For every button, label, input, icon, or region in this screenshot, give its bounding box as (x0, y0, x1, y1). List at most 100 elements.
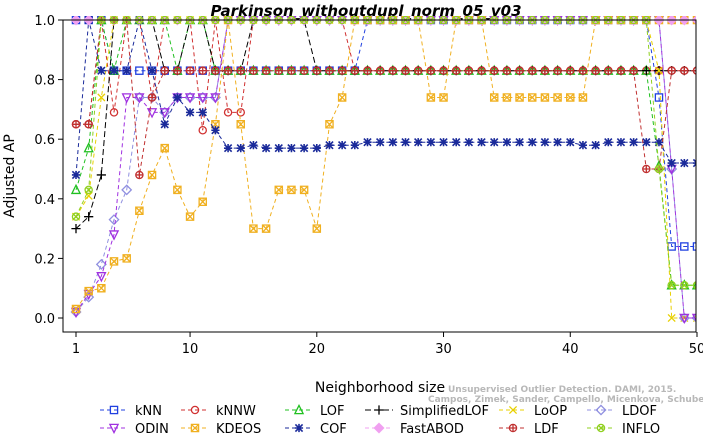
data-point-ldf (261, 66, 271, 75)
data-point-simplifiedlof (71, 224, 81, 234)
data-point-ldf (337, 66, 347, 75)
data-point-cof (287, 143, 296, 153)
y-tick-label: 0.0 (34, 312, 55, 327)
data-point-knnw (198, 126, 207, 135)
data-point-kdeos (299, 185, 309, 195)
data-point-ldf (71, 120, 81, 129)
data-point-odin (121, 93, 132, 104)
legend-entry-ldof: LDOF (587, 404, 657, 419)
series-ldf (71, 16, 696, 180)
data-point-cof (274, 143, 283, 153)
legend-label: COF (320, 422, 347, 434)
data-point-kdeos (160, 143, 169, 153)
legend-marker (293, 403, 305, 415)
data-point-odin (197, 93, 208, 104)
data-point-inflo (680, 280, 689, 290)
data-point-cof (261, 143, 271, 153)
data-point-cof (401, 138, 410, 147)
data-point-cof (426, 138, 436, 147)
data-point-lof (83, 142, 94, 153)
legend-entry-simplifiedlof: SimplifiedLOF (365, 404, 489, 419)
data-point-odin (96, 272, 107, 283)
data-point-cof (185, 108, 195, 117)
data-point-ldf (287, 66, 296, 75)
data-point-kdeos (147, 170, 157, 180)
data-point-ldof (95, 258, 107, 270)
data-point-cof (312, 143, 321, 153)
series-loop (71, 16, 696, 323)
data-point-kdeos (489, 93, 499, 102)
data-point-cof (211, 126, 220, 135)
data-point-ldf (312, 66, 322, 75)
data-point-cof (553, 138, 562, 147)
data-point-cof (173, 93, 182, 102)
data-point-cof (604, 138, 613, 147)
x-axis: 1 10 20 30 40 50 (72, 332, 703, 357)
data-point-simplifiedlof (84, 212, 94, 222)
data-point-cof (680, 158, 689, 168)
data-point-inflo (667, 280, 676, 290)
y-axis-label: Adjusted AP (2, 134, 18, 218)
data-point-kdeos (325, 120, 334, 129)
series-line-simplifiedlof (75, 19, 696, 229)
data-point-ldf (274, 66, 284, 75)
data-point-ldf (299, 66, 309, 75)
watermark-line-1: Unsupervised Outlier Detection. DAMI, 20… (448, 385, 676, 395)
series-line-lof (75, 19, 696, 286)
data-point-ldof (121, 184, 133, 196)
y-tick-label: 0.4 (34, 193, 55, 208)
data-point-odin (146, 108, 158, 119)
data-point-cof (249, 140, 258, 150)
data-point-ldf (540, 66, 550, 75)
data-point-cof (325, 140, 334, 150)
data-point-loop (84, 191, 93, 200)
chart-title: Parkinson_withoutdupl_norm_05_v03 (210, 2, 521, 20)
data-point-cof (147, 66, 157, 75)
data-point-knn (692, 242, 696, 251)
data-point-cof (414, 138, 423, 147)
data-point-ldf (591, 66, 600, 75)
data-point-odin (691, 313, 696, 323)
legend-label: LoOP (534, 404, 567, 419)
legend-entry-ldf: LDF (499, 422, 559, 434)
data-point-cof (654, 138, 664, 147)
legend-label: FastABOD (400, 422, 464, 434)
data-point-kdeos (122, 254, 131, 263)
legend: kNN kNNW LOF SimplifiedLOF LoOP LDOF ODIN KDEOS… (100, 403, 660, 434)
data-point-odin (108, 230, 120, 241)
data-point-odin (184, 93, 196, 104)
legend-label: KDEOS (216, 422, 261, 434)
data-point-kdeos (439, 93, 448, 102)
data-point-cof (452, 138, 461, 147)
data-point-kdeos (337, 93, 347, 102)
data-point-ldf (388, 66, 398, 75)
legend-label: LDOF (622, 404, 657, 419)
data-point-ldf (185, 66, 195, 75)
legend-marker (109, 405, 119, 415)
data-point-cof (616, 138, 626, 147)
data-point-knn (680, 242, 689, 251)
data-point-ldf (84, 120, 93, 129)
series-line-kdeos (75, 19, 696, 310)
series-line-knn (76, 19, 696, 247)
data-point-kdeos (173, 185, 182, 195)
data-point-ldf (198, 66, 207, 75)
data-point-ldf (439, 66, 448, 75)
legend-entry-inflo: INFLO (587, 422, 660, 434)
series-cof (71, 16, 696, 180)
y-tick-label: 1.0 (34, 14, 55, 29)
data-point-kdeos (236, 120, 246, 129)
data-point-ldf (464, 66, 474, 75)
legend-marker (373, 422, 385, 434)
legend-label: LOF (320, 404, 345, 419)
data-point-ldf (375, 66, 385, 75)
data-point-cof (97, 66, 106, 75)
legend-label: INFLO (622, 422, 660, 434)
data-point-cof (375, 138, 385, 147)
data-point-cof (198, 108, 207, 117)
plot-frame (62, 19, 697, 333)
legend-label: kNNW (216, 404, 256, 419)
data-point-cof (71, 170, 81, 180)
series-inflo (71, 16, 696, 290)
y-tick-label: 0.6 (34, 133, 55, 148)
